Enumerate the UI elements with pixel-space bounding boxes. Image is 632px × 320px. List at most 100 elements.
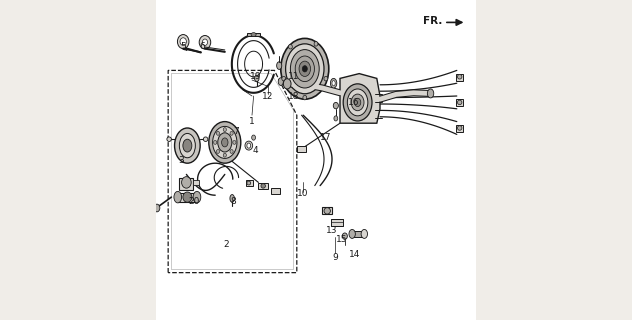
Ellipse shape xyxy=(179,133,195,158)
Text: 12: 12 xyxy=(262,92,274,100)
Ellipse shape xyxy=(181,177,191,188)
Text: 9: 9 xyxy=(332,253,338,262)
Ellipse shape xyxy=(314,42,318,46)
Ellipse shape xyxy=(333,102,338,109)
Ellipse shape xyxy=(247,143,251,148)
Ellipse shape xyxy=(290,50,319,88)
Text: 17: 17 xyxy=(320,133,331,142)
Text: 10: 10 xyxy=(298,189,309,198)
Text: 19: 19 xyxy=(250,72,262,81)
Ellipse shape xyxy=(303,95,307,100)
Text: 2: 2 xyxy=(224,240,229,249)
Bar xyxy=(178,193,197,202)
Polygon shape xyxy=(340,74,380,123)
Ellipse shape xyxy=(351,94,364,111)
Ellipse shape xyxy=(299,61,310,76)
Ellipse shape xyxy=(348,89,368,116)
Ellipse shape xyxy=(278,78,283,85)
Ellipse shape xyxy=(288,44,293,49)
Ellipse shape xyxy=(295,56,314,82)
Ellipse shape xyxy=(281,38,329,99)
Ellipse shape xyxy=(230,195,234,202)
Ellipse shape xyxy=(332,81,335,86)
Ellipse shape xyxy=(209,122,241,163)
Ellipse shape xyxy=(216,132,219,135)
Bar xyxy=(456,99,463,106)
Ellipse shape xyxy=(167,137,171,141)
Ellipse shape xyxy=(458,126,462,130)
Ellipse shape xyxy=(458,75,462,79)
Ellipse shape xyxy=(193,191,201,203)
Ellipse shape xyxy=(247,181,251,185)
Text: 15: 15 xyxy=(336,236,348,244)
Text: 14: 14 xyxy=(349,250,360,259)
Ellipse shape xyxy=(223,153,226,157)
Ellipse shape xyxy=(212,126,237,158)
Text: 16: 16 xyxy=(348,98,360,107)
Ellipse shape xyxy=(222,138,228,147)
Ellipse shape xyxy=(286,44,324,94)
Ellipse shape xyxy=(174,128,200,163)
Ellipse shape xyxy=(218,133,232,152)
Ellipse shape xyxy=(283,79,291,89)
Text: FR.: FR. xyxy=(423,16,442,26)
Ellipse shape xyxy=(245,141,253,150)
Text: 18: 18 xyxy=(288,92,300,100)
Ellipse shape xyxy=(324,76,328,81)
Text: 6: 6 xyxy=(200,42,205,51)
Ellipse shape xyxy=(183,192,192,202)
Ellipse shape xyxy=(180,38,186,45)
Ellipse shape xyxy=(282,76,286,81)
Text: 5: 5 xyxy=(180,42,186,51)
Bar xyxy=(193,180,199,185)
Ellipse shape xyxy=(252,135,255,140)
Text: 8: 8 xyxy=(230,197,236,206)
Text: 20: 20 xyxy=(189,197,200,206)
Bar xyxy=(297,146,307,152)
Ellipse shape xyxy=(361,229,368,238)
Ellipse shape xyxy=(251,33,256,36)
Text: 11: 11 xyxy=(288,72,300,81)
Ellipse shape xyxy=(349,229,355,238)
Ellipse shape xyxy=(183,139,192,152)
Ellipse shape xyxy=(343,233,348,239)
Bar xyxy=(246,180,253,186)
Text: 7: 7 xyxy=(233,127,239,136)
Bar xyxy=(258,183,268,189)
Ellipse shape xyxy=(458,100,462,105)
Text: 1: 1 xyxy=(248,117,254,126)
Ellipse shape xyxy=(230,132,233,135)
Ellipse shape xyxy=(331,78,337,88)
Ellipse shape xyxy=(233,140,236,144)
Ellipse shape xyxy=(154,204,160,212)
Ellipse shape xyxy=(261,184,265,188)
Ellipse shape xyxy=(178,35,189,49)
Text: 3: 3 xyxy=(179,156,185,164)
Bar xyxy=(331,219,343,226)
Ellipse shape xyxy=(427,89,434,98)
Ellipse shape xyxy=(223,128,226,132)
Bar xyxy=(322,207,332,214)
Ellipse shape xyxy=(216,149,219,153)
Bar xyxy=(247,33,260,36)
Bar xyxy=(271,188,280,194)
Ellipse shape xyxy=(334,116,337,121)
Text: 13: 13 xyxy=(325,226,337,235)
Text: 4: 4 xyxy=(252,146,258,155)
Bar xyxy=(456,125,463,132)
Bar xyxy=(456,74,463,81)
Ellipse shape xyxy=(324,208,331,214)
Ellipse shape xyxy=(302,66,307,72)
Ellipse shape xyxy=(277,62,282,69)
Ellipse shape xyxy=(214,140,217,144)
Ellipse shape xyxy=(255,75,259,82)
Bar xyxy=(352,231,364,237)
Ellipse shape xyxy=(199,36,210,49)
Ellipse shape xyxy=(202,39,207,45)
Ellipse shape xyxy=(230,149,233,153)
Ellipse shape xyxy=(343,84,372,121)
Ellipse shape xyxy=(204,137,208,141)
Ellipse shape xyxy=(355,98,361,107)
Ellipse shape xyxy=(174,191,181,203)
Bar xyxy=(179,178,193,190)
